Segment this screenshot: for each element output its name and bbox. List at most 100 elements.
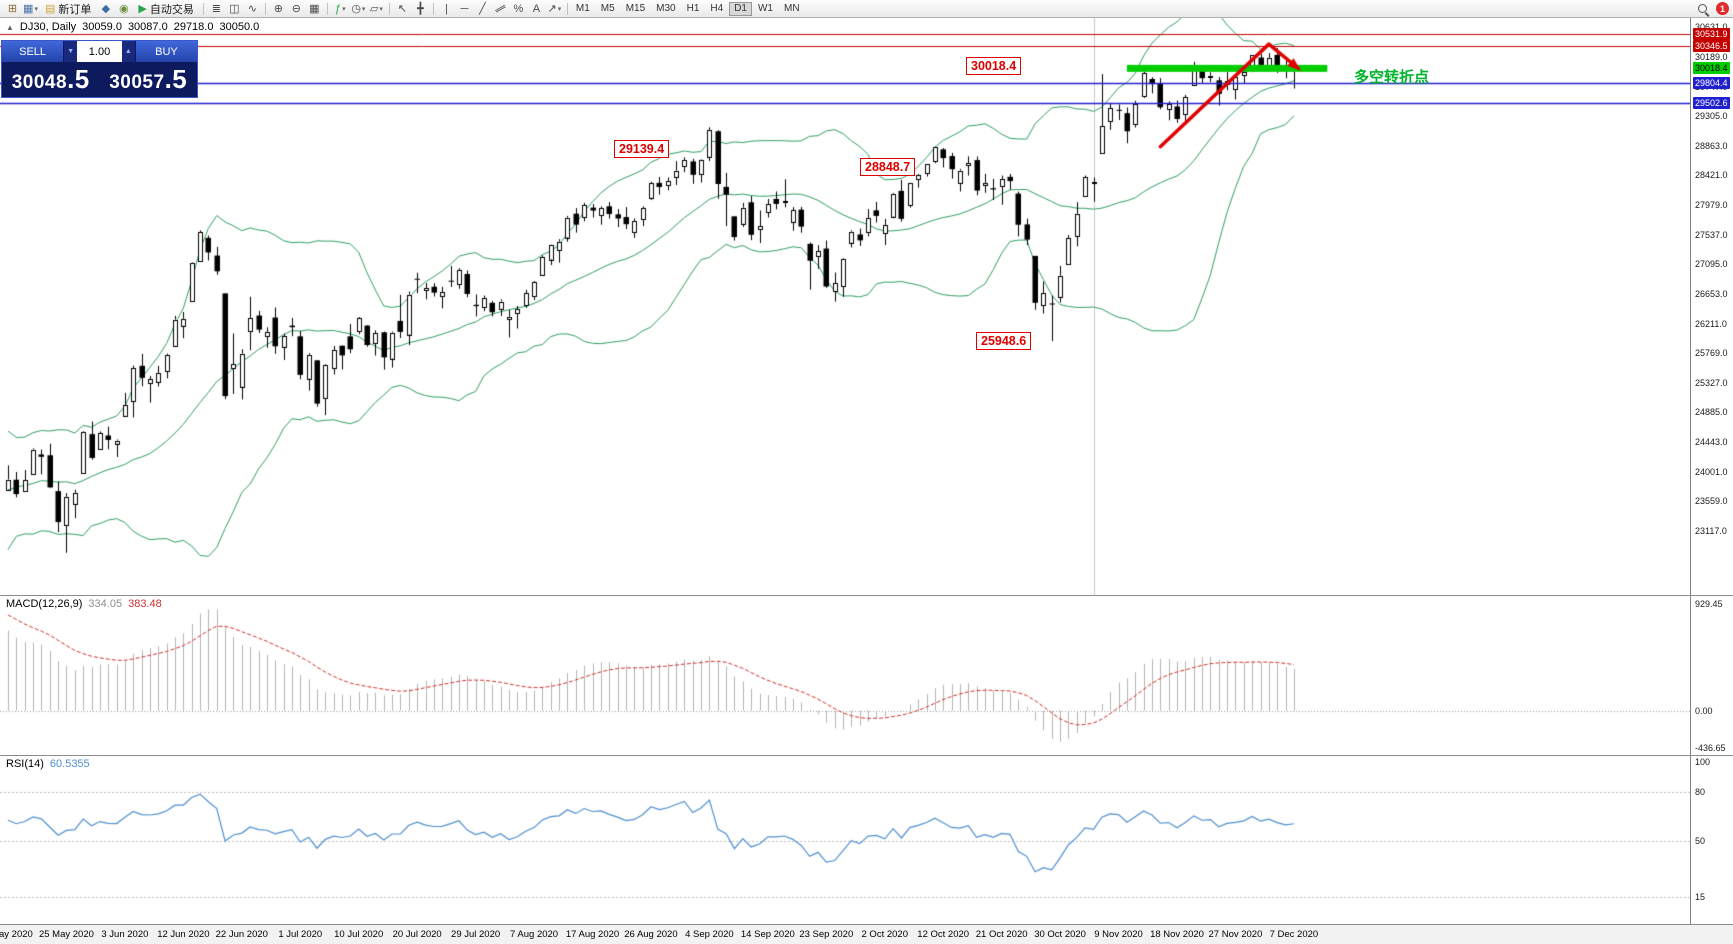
auto-trading-button[interactable]: ▶ 自动交易 [133, 1, 198, 16]
panel-divider[interactable] [0, 755, 1733, 756]
text-icon[interactable]: A [528, 1, 545, 16]
arrows-icon: ↗ [547, 3, 557, 15]
ohlc-high: 30087.0 [127, 21, 168, 33]
toolbar-separator [388, 2, 390, 15]
time-axis-label: 7 Aug 2020 [510, 929, 559, 940]
cursor-icon: ↖ [397, 3, 407, 15]
line-chart-icon[interactable]: ∿ [244, 1, 261, 16]
periods-icon: ◷ [351, 3, 361, 15]
price-axis-highlight-label: 29804.4 [1693, 76, 1730, 89]
timeframe-m30[interactable]: M30 [651, 2, 680, 16]
chevron-down-icon: ▾ [361, 5, 366, 13]
symbol-icon: ▲ [6, 22, 14, 32]
one-click-trading-panel: SELL ▼ 1.00 ▲ BUY 30048.5 30057.5 [1, 40, 198, 98]
periods-icon[interactable]: ◷ ▾ [350, 1, 367, 16]
timeframe-mn[interactable]: MN [779, 2, 805, 16]
templates-icon: ▱ [369, 3, 379, 15]
time-axis-label: 5 May 2020 [0, 929, 33, 940]
time-axis-label: 23 Sep 2020 [799, 929, 854, 940]
new-chart-icon[interactable]: ⊞ [4, 1, 21, 16]
new-order-button[interactable]: ▤ 新订单 [40, 1, 96, 16]
price-axis-tick: 27537.0 [1695, 229, 1728, 240]
timeframe-d1[interactable]: D1 [729, 1, 752, 16]
crosshair-icon[interactable]: ╋ [412, 1, 429, 16]
price-callout-label: 29139.4 [614, 140, 670, 158]
macd-axis-min: -436.65 [1695, 743, 1726, 753]
zoom-in-icon[interactable]: ⊕ [270, 1, 287, 16]
trendline-icon[interactable]: ╱ [474, 1, 491, 16]
price-axis-tick: 26653.0 [1695, 288, 1728, 299]
new-chart-icon: ⊞ [7, 3, 18, 15]
horizontal-line-icon[interactable]: ─ [456, 1, 473, 16]
chevron-down-icon: ▾ [342, 5, 346, 13]
templates-icon[interactable]: ▱ ▾ [368, 1, 385, 16]
market-watch-icon: ◆ [101, 3, 111, 15]
rsi-indicator-canvas[interactable] [0, 756, 1690, 925]
price-axis-highlight-label: 30346.5 [1693, 40, 1730, 53]
toolbar-left-group: ⊞ ▦ ▾ ▤ 新订单 ◆ ◉ ▶ 自动交易 ≣ ◫ ∿ ⊕ ⊖ ▦ ƒ ▾ ◷ ▾ ▱ ▾ ↖ ╋ | ─ ╱ ∥% A ↗ ▾ [4, 1, 571, 16]
toolbar-separator [432, 2, 434, 15]
arrows-icon[interactable]: ↗ ▾ [546, 1, 563, 16]
volume-input[interactable]: 1.00 [77, 41, 122, 62]
price-axis[interactable]: 30631.030189.029747.029305.028863.028421… [1690, 18, 1733, 925]
main-chart-canvas[interactable] [0, 18, 1690, 595]
volume-increase-button[interactable]: ▲ [121, 41, 135, 62]
buy-button[interactable]: BUY [134, 41, 197, 62]
macd-signal-value: 383.48 [128, 598, 162, 610]
chevron-down-icon: ▾ [557, 5, 562, 13]
tile-windows-icon: ▦ [309, 3, 320, 15]
trade-panel-prices: 30048.5 30057.5 [2, 62, 197, 97]
fibonacci-icon: % [513, 2, 524, 15]
time-axis-label: 22 Jun 2020 [215, 929, 268, 940]
profiles-icon[interactable]: ▦ ▾ [22, 1, 39, 16]
timeframe-m5[interactable]: M5 [596, 2, 620, 16]
time-axis-label: 20 Jul 2020 [392, 929, 442, 940]
timeframe-h4[interactable]: H4 [705, 2, 728, 16]
time-axis-label: 3 Jun 2020 [101, 929, 149, 940]
time-axis-label: 17 Aug 2020 [565, 929, 620, 940]
price-axis-highlight-label: 30018.4 [1693, 62, 1730, 75]
notification-badge[interactable]: 1 [1716, 2, 1729, 15]
tile-windows-icon[interactable]: ▦ [306, 1, 323, 16]
zoom-out-icon: ⊖ [291, 3, 301, 15]
rsi-value: 60.5355 [49, 758, 90, 770]
timeframe-m1[interactable]: M1 [571, 2, 595, 16]
market-watch-icon[interactable]: ◆ [97, 1, 114, 16]
indicators-icon[interactable]: ƒ ▾ [332, 1, 349, 16]
sell-button[interactable]: SELL [2, 41, 65, 62]
volume-decrease-button[interactable]: ▼ [64, 41, 78, 62]
macd-axis-max: 929.45 [1695, 599, 1723, 609]
data-window-icon[interactable]: ◉ [115, 1, 132, 16]
price-axis-tick: 28863.0 [1695, 140, 1728, 151]
price-axis-tick: 25769.0 [1695, 348, 1728, 359]
price-axis-tick: 26211.0 [1695, 318, 1727, 329]
channel-icon[interactable]: ∥ [492, 1, 509, 16]
price-axis-highlight-label: 30531.9 [1693, 27, 1730, 40]
candle-chart-icon[interactable]: ◫ [226, 1, 243, 16]
ohlc-close: 30050.0 [219, 21, 260, 33]
timeframe-w1[interactable]: W1 [753, 2, 778, 16]
price-axis-highlight-label: 29502.6 [1693, 96, 1730, 109]
price-axis-tick: 24001.0 [1695, 466, 1728, 477]
zoom-out-icon[interactable]: ⊖ [288, 1, 305, 16]
cursor-icon[interactable]: ↖ [394, 1, 411, 16]
fibonacci-icon[interactable]: % [510, 1, 527, 16]
time-axis-label: 9 Nov 2020 [1094, 929, 1143, 940]
panel-divider[interactable] [0, 595, 1733, 596]
time-axis[interactable]: 5 May 2020 25 May 2020 3 Jun 2020 12 Jun 20… [0, 925, 1733, 944]
auto-trading-button: ▶ [138, 3, 147, 15]
bar-chart-icon[interactable]: ≣ [208, 1, 225, 16]
price-axis-tick: 24443.0 [1695, 437, 1728, 447]
vertical-line-icon[interactable]: | [438, 1, 455, 16]
rsi-axis-label: 100 [1695, 757, 1711, 767]
timeframe-m15[interactable]: M15 [621, 2, 650, 16]
price-callout-label: 30018.4 [966, 57, 1022, 75]
search-icon[interactable] [1698, 3, 1710, 15]
macd-indicator-canvas[interactable] [0, 596, 1690, 755]
candle-chart-icon: ◫ [229, 3, 240, 15]
price-axis-tick: 29305.0 [1695, 111, 1728, 122]
time-axis-label: 30 Oct 2020 [1034, 929, 1086, 940]
buy-price: 30057.5 [109, 64, 188, 94]
toolbar-separator [326, 2, 328, 15]
timeframe-h1[interactable]: H1 [682, 2, 705, 16]
